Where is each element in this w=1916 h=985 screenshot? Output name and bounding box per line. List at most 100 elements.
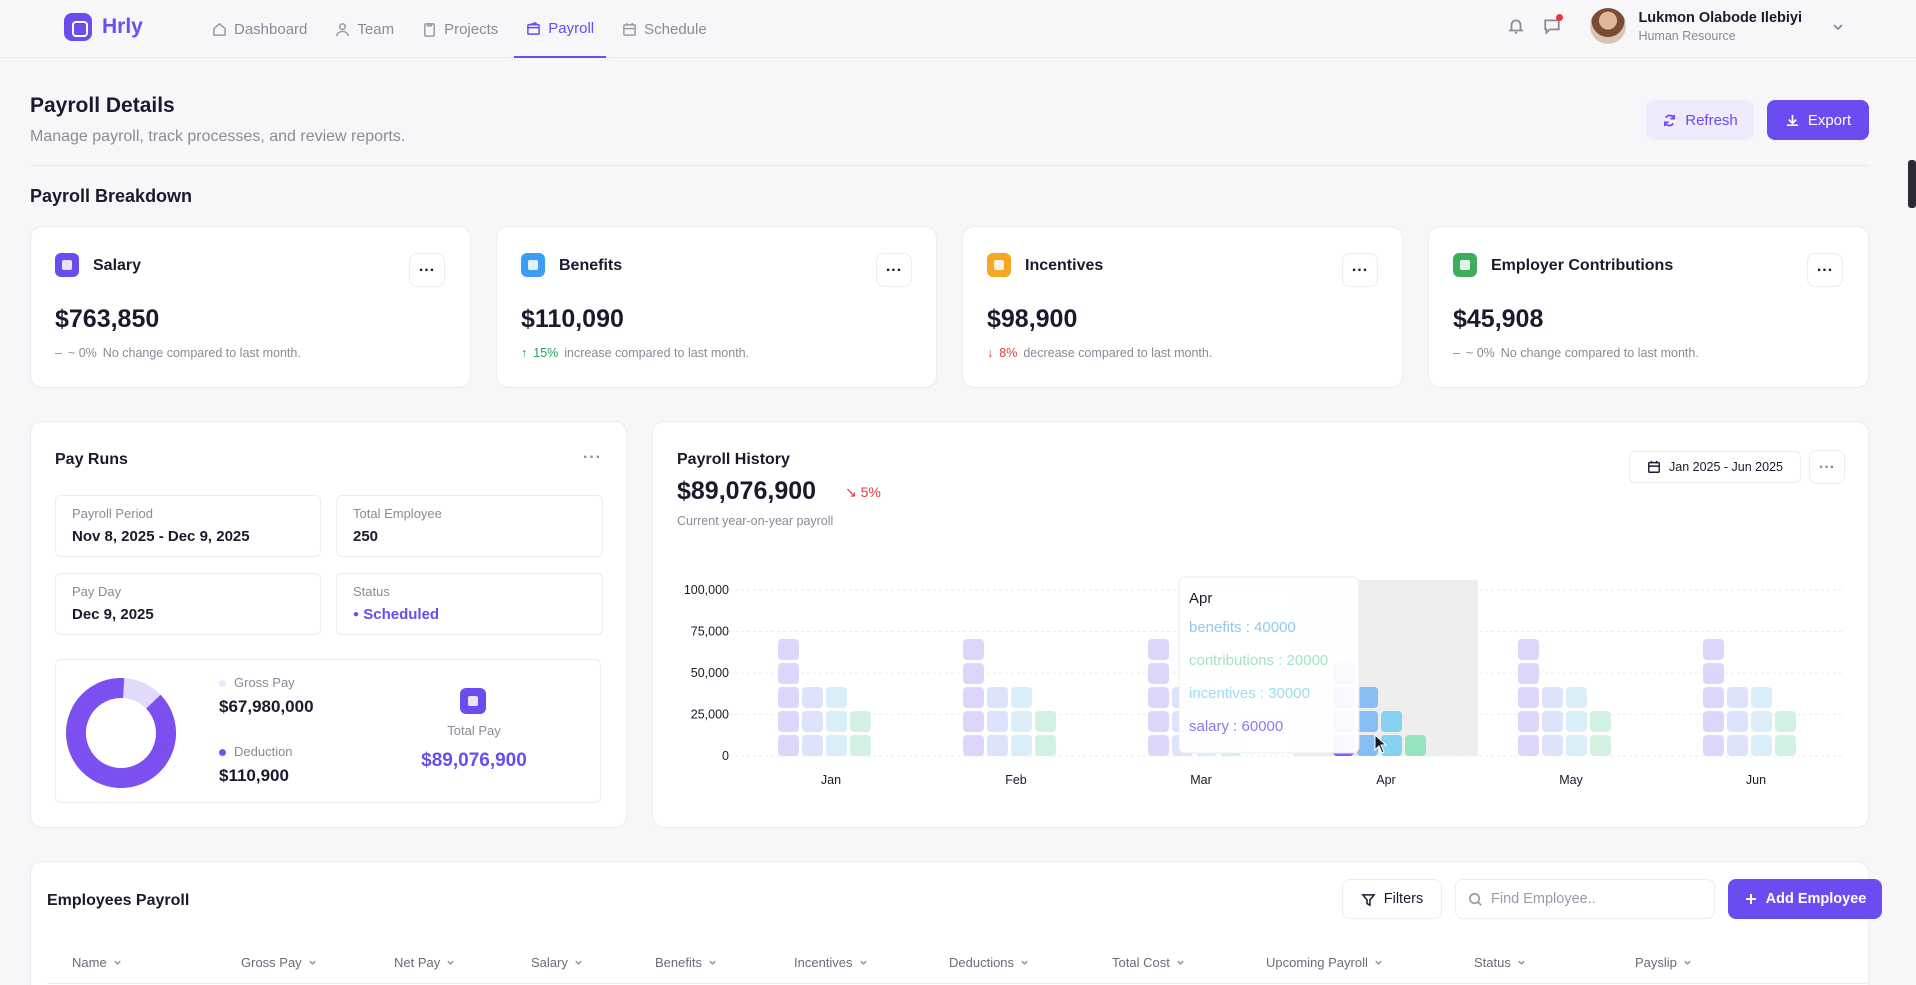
filters-button[interactable]: Filters	[1342, 879, 1442, 919]
scrollbar-thumb[interactable]	[1908, 160, 1916, 208]
stat-name: Incentives	[1025, 257, 1104, 274]
history-menu-button[interactable]: ...	[1809, 450, 1845, 484]
column-header-deductions[interactable]: Deductions	[949, 955, 1029, 970]
nav-payroll[interactable]: Payroll	[514, 0, 607, 58]
date-range-picker[interactable]: Jan 2025 - Jun 2025	[1629, 451, 1801, 483]
payroll-history-chart: 100,000 75,000 50,000 25,000 0 Jan Feb Mar Apr Ma…	[684, 576, 1843, 787]
page-subtitle: Manage payroll, track processes, and rev…	[30, 128, 406, 145]
stat-note: – ~ 0% No change compared to last month.	[1453, 346, 1699, 360]
deduction-value: $110,900	[219, 766, 289, 785]
bar-benefits-apr	[1357, 687, 1378, 708]
info-label: Status	[353, 584, 390, 599]
nav-schedule[interactable]: Schedule	[610, 0, 719, 58]
app-logo[interactable]: Hrly	[64, 13, 143, 41]
clipboard-icon	[424, 22, 436, 37]
refresh-button[interactable]: Refresh	[1646, 100, 1754, 140]
building-icon	[1453, 253, 1477, 277]
bar-incentives-jan	[826, 735, 847, 756]
column-header-net-pay[interactable]: Net Pay	[394, 955, 455, 970]
benefits-card: Benefits ... $110,090 ↑ 15% increase com…	[496, 226, 937, 388]
messages-button[interactable]	[1540, 14, 1564, 38]
add-employee-button[interactable]: Add Employee	[1728, 879, 1882, 919]
total-employee-box: Total Employee 250	[336, 495, 603, 557]
avatar[interactable]	[1590, 8, 1627, 44]
column-header-gross-pay[interactable]: Gross Pay	[241, 955, 317, 970]
bar-salary-jun	[1703, 687, 1724, 708]
bar-incentives-feb	[1011, 735, 1032, 756]
nav-team[interactable]: Team	[323, 0, 406, 58]
card-menu-button[interactable]: ...	[1342, 253, 1378, 287]
export-button[interactable]: Export	[1767, 100, 1869, 140]
bar-salary-feb	[963, 711, 984, 732]
column-header-name[interactable]: Name	[72, 955, 122, 970]
column-header-payslip[interactable]: Payslip	[1635, 955, 1692, 970]
gross-pay-label: Gross Pay	[234, 675, 295, 690]
employee-search[interactable]	[1455, 879, 1715, 919]
bar-salary-feb	[963, 639, 984, 660]
bar-benefits-apr	[1357, 711, 1378, 732]
unread-dot	[1556, 14, 1564, 21]
search-input[interactable]	[1491, 891, 1691, 907]
y-tick-label: 75,000	[691, 625, 729, 639]
column-label: Payslip	[1635, 955, 1677, 970]
bar-salary-jan	[778, 639, 799, 660]
card-menu-button[interactable]: ...	[876, 253, 912, 287]
main-nav: Dashboard Team Projects Payroll Schedule	[200, 0, 723, 58]
bar-benefits-feb	[987, 711, 1008, 732]
user-info[interactable]: Lukmon Olabode Ilebiyi Human Resource	[1638, 10, 1802, 43]
column-header-incentives[interactable]: Incentives	[794, 955, 868, 970]
bar-benefits-jun	[1727, 711, 1748, 732]
mouse-cursor-icon	[1374, 733, 1388, 754]
bar-contributions-jan	[850, 711, 871, 732]
status-box: Status ● Scheduled	[336, 573, 603, 635]
card-menu-button[interactable]: ...	[409, 253, 445, 287]
refresh-icon	[1664, 114, 1676, 126]
column-header-salary[interactable]: Salary	[531, 955, 583, 970]
bar-incentives-may	[1566, 735, 1587, 756]
chevron-down-icon	[113, 960, 121, 965]
bar-salary-jun	[1703, 663, 1724, 684]
stat-value: $98,900	[987, 305, 1078, 333]
calendar-icon	[623, 22, 636, 36]
total-pay-value: $89,076,900	[421, 750, 527, 771]
notifications-button[interactable]	[1504, 14, 1528, 38]
nav-projects[interactable]: Projects	[410, 0, 510, 58]
bar-salary-mar	[1148, 687, 1169, 708]
bar-incentives-jun	[1751, 711, 1772, 732]
column-label: Net Pay	[394, 955, 441, 970]
user-menu-toggle[interactable]	[1832, 20, 1844, 32]
column-label: Gross Pay	[241, 955, 302, 970]
users-icon	[336, 22, 350, 36]
chevron-down-icon	[1684, 960, 1691, 965]
y-tick-label: 50,000	[691, 666, 729, 680]
chart-tooltip	[1178, 576, 1360, 754]
history-change: ↘ 5%	[845, 484, 881, 500]
x-tick-label: Jun	[1746, 773, 1766, 787]
coin-icon	[987, 253, 1011, 277]
column-header-status[interactable]: Status	[1474, 955, 1526, 970]
bar-salary-feb	[963, 735, 984, 756]
bar-contributions-may	[1590, 711, 1611, 732]
wallet-icon	[527, 21, 541, 35]
column-header-upcoming-payroll[interactable]: Upcoming Payroll	[1266, 955, 1383, 970]
pay-runs-menu-button[interactable]: ···	[583, 450, 602, 466]
bar-incentives-feb	[1011, 687, 1032, 708]
bar-benefits-may	[1542, 711, 1563, 732]
logo-icon	[64, 13, 92, 41]
deduction-label: Deduction	[234, 744, 293, 759]
trend-up-icon: ↑	[521, 346, 528, 360]
bar-benefits-may	[1542, 735, 1563, 756]
divider	[30, 165, 1869, 166]
card-menu-button[interactable]: ...	[1807, 253, 1843, 287]
app-name: Hrly	[102, 15, 143, 38]
tooltip-line: incentives : 30000	[1189, 685, 1310, 702]
gift-icon	[521, 253, 545, 277]
stat-note: ↓ 8% decrease compared to last month.	[987, 346, 1212, 360]
nav-dashboard[interactable]: Dashboard	[200, 0, 319, 58]
donut-gross	[66, 678, 176, 788]
bar-salary-feb	[963, 663, 984, 684]
column-header-benefits[interactable]: Benefits	[655, 955, 717, 970]
y-tick-label: 100,000	[684, 583, 729, 597]
column-header-total-cost[interactable]: Total Cost	[1112, 955, 1185, 970]
bar-salary-may	[1518, 663, 1539, 684]
